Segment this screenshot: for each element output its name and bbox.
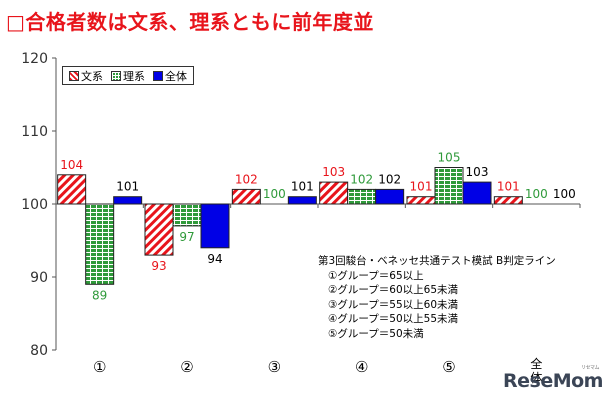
legend-swatch-rikei bbox=[111, 70, 121, 81]
data-label: 104 bbox=[60, 158, 83, 172]
logo-text: ReseMom bbox=[503, 370, 603, 392]
annotation-line-1: ①グループ＝65以上 bbox=[328, 269, 424, 282]
annotation-line-5: ⑤グループ＝50未満 bbox=[328, 327, 424, 340]
data-label: 97 bbox=[179, 230, 194, 244]
legend-label-bunkei: 文系 bbox=[81, 69, 103, 83]
page-title: □合格者数は文系、理系ともに前年度並 bbox=[6, 10, 374, 34]
data-label: 102 bbox=[235, 172, 258, 186]
data-label: 101 bbox=[410, 180, 433, 194]
resemom-logo: ReseMom リセマム bbox=[503, 365, 603, 392]
bar-zentai bbox=[200, 203, 230, 249]
bar-rikei bbox=[434, 167, 464, 205]
y-tick-label: 110 bbox=[21, 124, 48, 140]
annotation-line-4: ④グループ＝50以上55未満 bbox=[328, 313, 459, 325]
data-label: 101 bbox=[291, 180, 314, 194]
legend-label-zentai: 全体 bbox=[165, 69, 187, 83]
legend-swatch-bunkei bbox=[69, 70, 79, 81]
annotation-line-2: ②グループ＝60以上65未満 bbox=[328, 284, 459, 296]
bar-zentai bbox=[462, 181, 492, 205]
bar-zentai bbox=[287, 196, 317, 205]
x-category-label: ① bbox=[93, 358, 106, 376]
data-label: 102 bbox=[350, 172, 373, 186]
bar-zentai bbox=[375, 188, 405, 205]
legend-swatch-zentai bbox=[153, 70, 163, 81]
annotation-heading: 第3回駿台・ベネッセ共通テスト模試 B判定ライン bbox=[318, 255, 556, 267]
data-label: 103 bbox=[322, 165, 345, 179]
bar-rikei bbox=[85, 203, 115, 285]
data-label: 103 bbox=[466, 165, 489, 179]
data-label: 100 bbox=[553, 187, 576, 201]
bar-bunkei bbox=[319, 181, 349, 205]
x-category-label: ④ bbox=[355, 358, 368, 376]
data-label: 105 bbox=[438, 151, 461, 165]
data-label: 89 bbox=[92, 288, 107, 302]
bar-bunkei bbox=[231, 188, 261, 205]
y-tick-label: 80 bbox=[30, 343, 48, 359]
annotation-line-3: ③グループ＝55以上60未満 bbox=[328, 298, 459, 311]
y-tick-label: 90 bbox=[30, 270, 48, 286]
x-category-label: ③ bbox=[268, 358, 281, 376]
bar-bunkei bbox=[406, 196, 436, 205]
data-label: 101 bbox=[497, 180, 520, 194]
x-category-label: 体 bbox=[530, 371, 542, 385]
bar-bunkei bbox=[144, 203, 174, 256]
legend-item-zentai: 全体 bbox=[153, 68, 187, 84]
data-label: 100 bbox=[525, 187, 548, 201]
annotation-box: 第3回駿台・ベネッセ共通テスト模試 B判定ライン ①グループ＝65以上 ②グルー… bbox=[318, 254, 556, 341]
bar-bunkei bbox=[493, 196, 523, 205]
bar-bunkei bbox=[57, 174, 87, 205]
x-category-label: 全 bbox=[530, 356, 542, 371]
data-label: 102 bbox=[378, 172, 401, 186]
bar-zentai bbox=[113, 196, 143, 205]
legend-item-bunkei: 文系 bbox=[69, 68, 103, 84]
data-label: 100 bbox=[263, 187, 286, 201]
legend: 文系 理系 全体 bbox=[62, 66, 194, 85]
legend-item-rikei: 理系 bbox=[111, 68, 145, 84]
bar-rikei bbox=[172, 203, 202, 227]
bar-rikei bbox=[347, 188, 377, 205]
data-label: 94 bbox=[207, 252, 222, 266]
y-tick-label: 120 bbox=[21, 51, 48, 67]
y-tick-label: 100 bbox=[21, 197, 48, 213]
data-label: 93 bbox=[151, 259, 166, 273]
legend-label-rikei: 理系 bbox=[123, 69, 145, 83]
logo-subtext: リセマム bbox=[580, 365, 600, 371]
x-category-label: ② bbox=[180, 358, 193, 376]
x-category-label: ⑤ bbox=[442, 358, 455, 376]
data-label: 101 bbox=[116, 180, 139, 194]
